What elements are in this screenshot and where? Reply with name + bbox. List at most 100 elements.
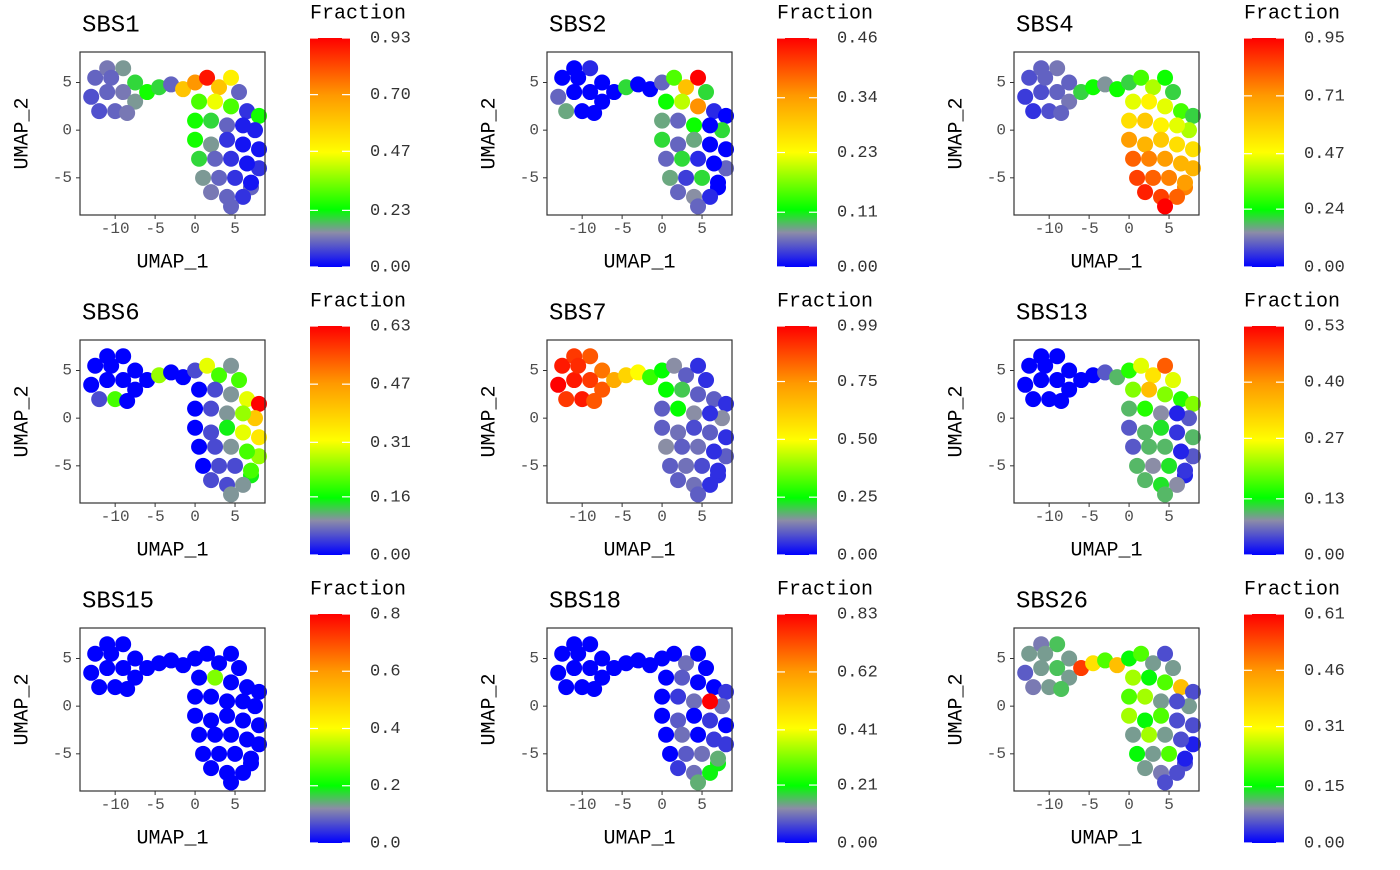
- point: [706, 391, 723, 408]
- point: [199, 357, 216, 374]
- x-axis-label: UMAP_1: [136, 539, 208, 562]
- x-tick-label: -5: [1080, 508, 1099, 526]
- point: [223, 726, 240, 743]
- point: [670, 472, 687, 489]
- point: [1153, 405, 1170, 422]
- point: [1181, 698, 1198, 715]
- point: [582, 84, 599, 101]
- point: [1169, 476, 1186, 493]
- point: [251, 395, 268, 412]
- point: [251, 448, 268, 465]
- point: [674, 438, 691, 455]
- point: [690, 98, 707, 115]
- point: [694, 457, 711, 474]
- point: [686, 117, 703, 134]
- point: [1125, 669, 1142, 686]
- point: [1137, 688, 1154, 705]
- point: [203, 424, 220, 441]
- point: [151, 367, 168, 384]
- point: [1033, 660, 1050, 677]
- point: [1153, 131, 1170, 148]
- point: [1169, 188, 1186, 205]
- point: [1169, 693, 1186, 710]
- point: [702, 693, 719, 710]
- y-axis-label: UMAP_2: [478, 673, 501, 745]
- y-axis-label: UMAP_2: [11, 97, 34, 169]
- colorbar-tick-label: 0.00: [837, 834, 878, 853]
- point: [1185, 395, 1202, 412]
- point: [1133, 69, 1150, 86]
- point: [658, 381, 675, 398]
- point: [1157, 357, 1174, 374]
- point: [1137, 400, 1154, 417]
- point: [1121, 707, 1138, 724]
- point: [594, 93, 611, 110]
- point: [1157, 69, 1174, 86]
- point: [107, 103, 124, 120]
- point: [1185, 683, 1202, 700]
- point: [207, 150, 224, 167]
- point: [203, 136, 220, 153]
- x-axis-label: UMAP_1: [603, 827, 675, 850]
- y-tick-label: -5: [53, 745, 72, 763]
- point: [654, 74, 671, 91]
- point: [115, 660, 132, 677]
- panel-title: SBS7: [549, 300, 607, 327]
- panel-title: SBS6: [82, 300, 140, 327]
- point: [223, 674, 240, 691]
- colorbar-tick-label: 0.00: [370, 258, 411, 277]
- point: [630, 652, 647, 669]
- point: [690, 645, 707, 662]
- point: [87, 357, 104, 374]
- point: [235, 476, 252, 493]
- point: [1157, 645, 1174, 662]
- point: [674, 150, 691, 167]
- point: [670, 424, 687, 441]
- point: [115, 84, 132, 101]
- point: [662, 745, 679, 762]
- point: [718, 448, 735, 465]
- point: [239, 155, 256, 172]
- panel: SBS15 UMAP_2 UMAP_1 -10 -5 0 5 -5 0 5 Fraction 0.0 0…: [11, 578, 406, 853]
- point: [582, 60, 599, 77]
- panel: SBS6 UMAP_2 UMAP_1 -10 -5 0 5 -5 0 5 Fraction 0.00 0…: [11, 290, 411, 565]
- colorbar-tick-label: 0.75: [837, 373, 878, 392]
- colorbar-tick-label: 0.34: [837, 89, 878, 108]
- point: [654, 650, 671, 667]
- point: [670, 184, 687, 201]
- point: [618, 367, 635, 384]
- point: [1173, 103, 1190, 120]
- point: [1061, 93, 1078, 110]
- point: [1181, 410, 1198, 427]
- point: [566, 84, 583, 101]
- plot-frame: [1013, 339, 1200, 504]
- colorbar-tick-label: 0.6: [370, 663, 401, 682]
- point: [239, 679, 256, 696]
- point: [1161, 745, 1178, 762]
- point: [1037, 645, 1054, 662]
- x-tick-label: -10: [1035, 796, 1064, 814]
- point: [686, 405, 703, 422]
- colorbar-tick-label: 0.63: [370, 317, 411, 336]
- point: [1169, 405, 1186, 422]
- point: [219, 117, 236, 134]
- colorbar-tick-label: 0.21: [837, 777, 878, 796]
- point: [1137, 760, 1154, 777]
- point: [710, 750, 727, 767]
- point: [582, 348, 599, 365]
- point: [223, 645, 240, 662]
- point: [658, 726, 675, 743]
- point: [251, 107, 268, 124]
- point: [554, 645, 571, 662]
- colorbar-tick-label: 0.53: [1304, 317, 1345, 336]
- point: [219, 693, 236, 710]
- point: [115, 60, 132, 77]
- point: [203, 712, 220, 729]
- panel-title: SBS26: [1016, 588, 1088, 615]
- point: [1141, 150, 1158, 167]
- x-tick-label: -10: [568, 508, 597, 526]
- point: [1041, 679, 1058, 696]
- point: [690, 674, 707, 691]
- point: [1141, 726, 1158, 743]
- point: [1053, 393, 1070, 410]
